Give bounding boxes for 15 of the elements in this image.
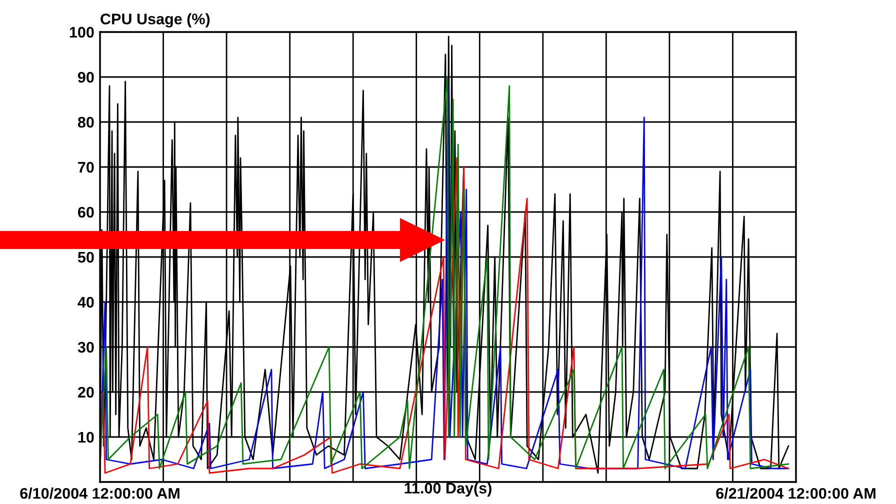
y-tick-label: 60 [78, 206, 94, 218]
x-axis-title: 11.00 Day(s) [404, 482, 492, 497]
y-tick-label: 80 [78, 116, 94, 128]
y-tick-label: 50 [78, 252, 94, 263]
y-tick-label: 40 [78, 296, 94, 308]
x-tick-label: 6/21/2004 12:00:00 AM [716, 488, 876, 499]
y-tick-label: 30 [78, 342, 94, 353]
y-tick-label: 100 [70, 26, 94, 38]
y-tick-label: 90 [78, 72, 94, 83]
line-series [100, 157, 790, 474]
y-tick-label: 70 [78, 162, 94, 173]
y-tick-label: 20 [78, 386, 94, 398]
y-tick-label: 10 [78, 432, 94, 443]
y-axis-title: CPU Usage (%) [100, 13, 210, 28]
x-tick-label: 6/10/2004 12:00:00 AM [20, 488, 180, 499]
